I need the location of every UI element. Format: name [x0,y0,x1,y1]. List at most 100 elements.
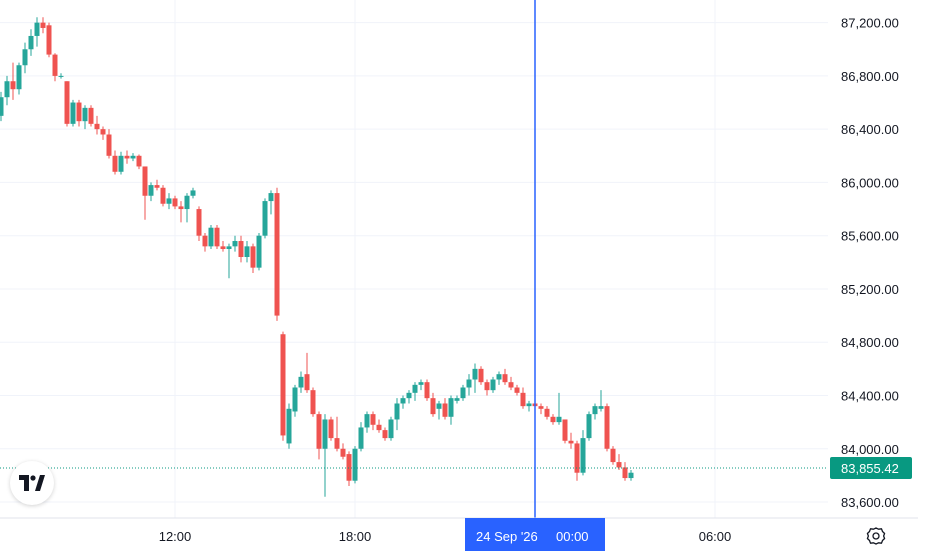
candle-body [4,81,10,98]
candle-body [502,374,508,383]
candle [316,411,322,460]
candle-body [208,227,214,247]
candle-body [172,198,178,207]
y-tick-label: 87,200.00 [841,16,899,31]
candle-body [568,440,574,444]
candle-body [64,81,70,124]
candle-body [484,382,490,391]
candle [148,182,154,202]
candle [166,193,172,210]
candle-body [76,102,82,122]
candle [460,384,466,401]
candle-body [256,235,262,268]
candle-body [490,379,496,391]
candle [220,241,226,252]
candle [28,29,34,56]
candle [34,17,40,47]
candle [514,384,520,396]
candle-body [184,195,190,210]
candle [250,243,256,273]
candle-body [496,374,502,380]
candle-body [160,187,166,204]
candle-body [274,193,280,316]
candle [274,187,280,321]
candle [52,53,58,82]
y-tick-label: 86,000.00 [841,175,899,190]
candle-body [292,387,298,412]
candle-body [250,246,256,268]
tradingview-logo[interactable] [10,461,54,505]
candle-body [538,406,544,409]
candle-body [604,406,610,449]
candle-body [598,406,604,409]
candle [256,233,262,271]
candle-body [364,414,370,428]
candle-body [508,382,514,388]
candle [472,363,478,393]
candles [0,17,634,497]
candle [286,403,292,449]
candle [58,73,64,79]
candle [448,395,454,425]
candle [40,17,46,34]
candle-body [82,107,88,122]
candle [238,235,244,263]
candle [412,382,418,401]
candle [490,376,496,393]
candle [334,416,340,452]
candle [196,206,202,242]
crosshair-date: 24 Sep '26 [476,529,538,544]
y-tick-label: 86,800.00 [841,69,899,84]
candle [64,81,70,127]
candle [208,225,214,250]
candle [172,195,178,210]
y-tick-label: 85,200.00 [841,282,899,297]
candle [478,366,484,385]
candle [592,403,598,420]
candle-body [178,206,184,210]
y-axis[interactable]: 87,200.00 86,800.00 86,400.00 86,000.00 85,6… [841,16,899,510]
candle-body [430,398,436,415]
candle-body [616,462,622,468]
candle [178,201,184,223]
candle-body [28,35,34,50]
candle [424,379,430,401]
candle [496,371,502,385]
tradingview-logo-icon [19,475,45,491]
candle-body [610,448,616,463]
candle [502,368,508,385]
candle [142,166,148,220]
candle-body [556,416,562,423]
chart-settings-button[interactable] [864,524,888,548]
candle [268,190,274,215]
candle-body [166,198,172,204]
candle [136,154,142,170]
candle-body [22,49,28,66]
candle-body [238,241,244,258]
candle-body [460,387,466,399]
candle-body [550,416,556,423]
candle [454,395,460,404]
candle [574,440,580,481]
candle [10,62,16,100]
candle [94,115,100,135]
x-axis[interactable]: 12:00 18:00 06:00 [159,529,732,544]
candle-body [304,374,310,391]
candle [358,422,364,452]
candle [508,376,514,391]
candle [466,374,472,396]
y-tick-label: 86,400.00 [841,122,899,137]
last-price-label: 83,855.42 [830,457,912,480]
candle [418,379,424,391]
candle [4,75,10,106]
candle [16,62,22,95]
candle [586,411,592,441]
candle [280,331,286,441]
candle [322,414,328,497]
candle [190,187,196,199]
y-tick-label: 83,600.00 [841,495,899,510]
candle-body [154,185,160,188]
candle-body [514,387,520,393]
candle [298,371,304,393]
